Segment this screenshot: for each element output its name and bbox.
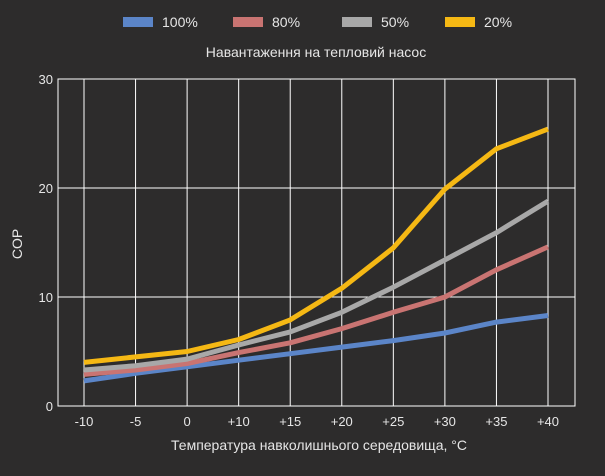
legend-swatch (233, 17, 263, 27)
x-axis-title: Температура навколишнього середовища, °C (171, 437, 467, 453)
x-tick-label: +35 (485, 414, 507, 429)
y-tick-label: 10 (39, 290, 53, 305)
x-tick-label: +30 (434, 414, 456, 429)
legend: 100% 80% 50% 20% (123, 14, 512, 30)
grid (57, 78, 576, 407)
x-tick-label: +20 (331, 414, 353, 429)
x-tick-label: -10 (75, 414, 94, 429)
x-tick-label: +40 (537, 414, 559, 429)
x-tick-label: 0 (183, 414, 190, 429)
legend-label: 100% (162, 14, 198, 30)
x-tick-label: +25 (382, 414, 404, 429)
y-axis-ticks: 0 10 20 30 (39, 72, 53, 414)
x-tick-label: +15 (279, 414, 301, 429)
series-line-50pct (83, 198, 550, 373)
legend-swatch (445, 17, 475, 27)
y-tick-label: 20 (39, 181, 53, 196)
series-line-80pct (83, 244, 550, 377)
chart-title: Навантаження на тепловий насос (206, 44, 426, 60)
plot-border (57, 78, 576, 407)
legend-swatch (342, 17, 372, 27)
y-tick-label: 30 (39, 72, 53, 87)
x-axis-ticks: -10 -5 0 +10 +15 +20 +25 +30 +35 +40 (75, 414, 559, 429)
series-lines (83, 126, 550, 384)
legend-label: 80% (272, 14, 300, 30)
y-axis-title: COP (9, 229, 25, 259)
x-tick-label: +10 (228, 414, 250, 429)
y-tick-label: 0 (46, 399, 53, 414)
legend-swatch (123, 17, 153, 27)
x-tick-label: -5 (130, 414, 142, 429)
legend-label: 20% (484, 14, 512, 30)
series-line-20pct (83, 126, 549, 365)
legend-label: 50% (381, 14, 409, 30)
series-line-100pct (83, 313, 549, 384)
